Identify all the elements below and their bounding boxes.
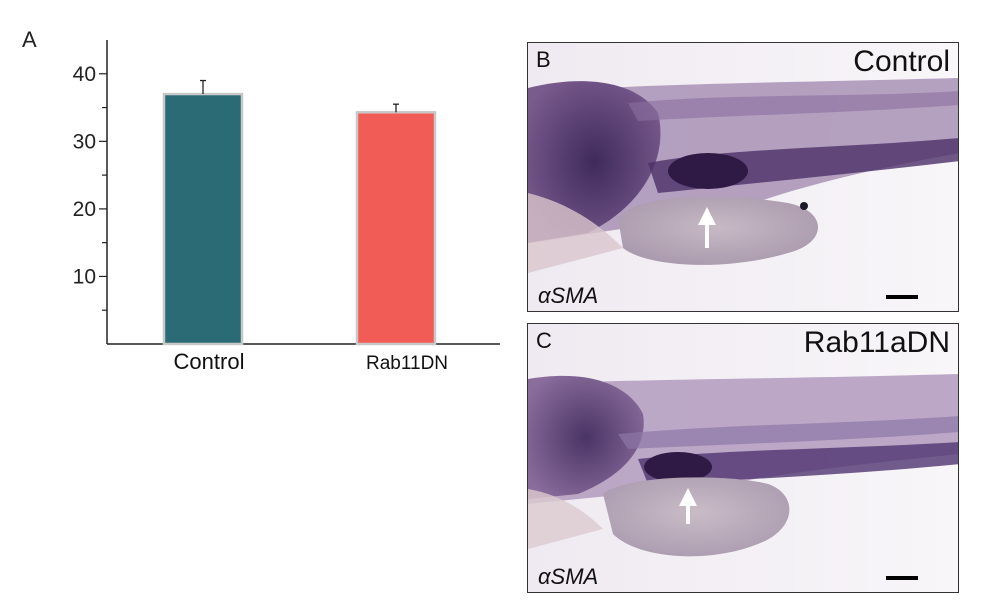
category-label-control: Control [174,349,245,374]
panel-b-title: Control [853,45,950,78]
larva-image-c [528,324,958,592]
scale-bar-c [886,576,918,580]
arrow-b-icon [698,207,716,248]
y-tick-label: 10 [73,265,96,288]
y-tick-label: 40 [73,63,96,86]
category-label-rab11dn: Rab11DN [366,353,448,374]
y-tick-label: 30 [73,130,96,153]
micrograph-panel-b: B Control αSMA [527,42,959,312]
bar-chart: 10 20 30 40 Control Rab11DN [73,40,500,374]
larva-image-b [528,43,958,311]
panel-b-letter: B [536,47,551,72]
scale-bar-b [886,295,918,299]
bar-control [162,92,244,346]
bar-rab11dn [355,111,437,346]
y-tick-label: 20 [73,198,96,221]
micrograph-panel-c: C Rab11aDN αSMA [527,323,959,593]
arrow-c-icon [679,488,697,524]
panel-b-stain-label: αSMA [538,283,599,308]
panel-c-stain-label: αSMA [538,564,599,589]
panel-c-title: Rab11aDN [803,326,950,359]
panel-a-letter: A [22,27,37,52]
panel-c-letter: C [536,328,552,353]
